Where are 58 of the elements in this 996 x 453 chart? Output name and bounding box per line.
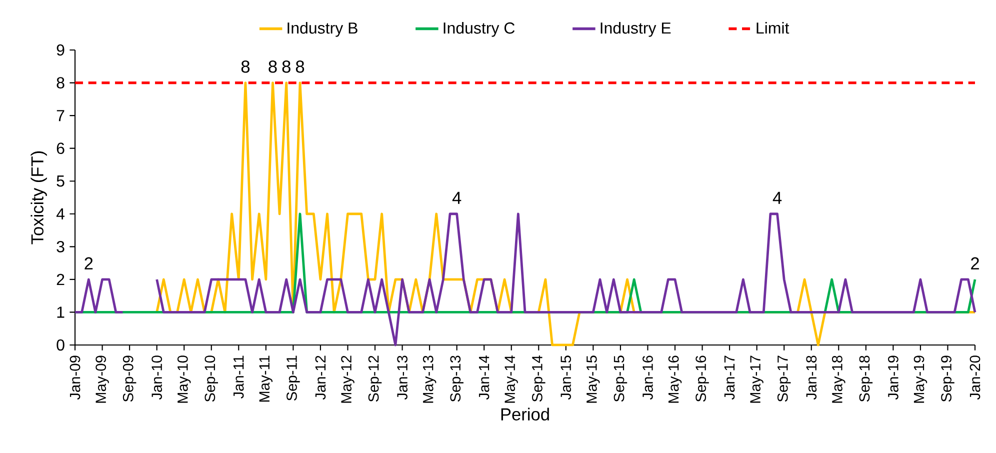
y-tick-label: 9 <box>56 44 64 56</box>
annotation: 8 <box>268 60 277 73</box>
x-tick-label: Sep-13 <box>450 356 464 402</box>
x-tick-label: Sep-15 <box>614 356 628 402</box>
y-tick-label: 5 <box>56 176 64 187</box>
x-tick-label: May-13 <box>422 356 436 403</box>
x-tick-label: May-18 <box>832 356 846 403</box>
x-tick-label: Sep-12 <box>368 356 382 402</box>
x-axis-title: Period <box>501 408 549 420</box>
annotation: 2 <box>84 257 93 270</box>
x-tick-label: May-17 <box>750 356 764 403</box>
x-tick-label: Jan-17 <box>724 356 735 400</box>
legend-label: Limit <box>756 22 790 34</box>
annotation: 4 <box>772 192 782 204</box>
x-tick-label: Jan-11 <box>234 356 244 399</box>
y-axis-title: Toxicity (FT) <box>30 151 47 244</box>
x-tick-label: Sep-16 <box>696 356 709 402</box>
x-tick-label: May-12 <box>341 356 354 403</box>
y-tick-label: 4 <box>56 208 65 220</box>
x-tick-label: Jan-12 <box>315 356 326 400</box>
x-tick-label: Jan-13 <box>397 356 408 400</box>
x-tick-label: Sep-19 <box>941 356 954 402</box>
x-tick-label: May-14 <box>504 355 518 403</box>
x-tick-label: May-16 <box>668 356 682 403</box>
annotation: 8 <box>282 60 290 73</box>
x-tick-label: Sep-14 <box>532 355 546 402</box>
x-tick-label: Jan-10 <box>152 356 162 400</box>
y-tick-label: 6 <box>56 142 64 154</box>
x-tick-label: May-11 <box>259 356 272 402</box>
x-tick-label: Jan-16 <box>642 356 653 400</box>
x-tick-label: Sep-10 <box>204 356 218 402</box>
legend-label: Industry C <box>444 22 515 37</box>
annotation: 2 <box>971 257 979 270</box>
annotation: 4 <box>452 192 462 204</box>
x-tick-label: May-10 <box>177 356 191 403</box>
x-tick-label: Jan-09 <box>70 356 80 400</box>
x-tick-label: Sep-17 <box>777 356 791 402</box>
x-tick-label: Sep-09 <box>122 356 136 402</box>
y-tick-label: 2 <box>56 274 64 286</box>
y-tick-label: 0 <box>56 339 64 351</box>
annotation: 8 <box>296 60 304 73</box>
x-tick-label: May-19 <box>914 356 928 403</box>
x-tick-label: Sep-11 <box>286 356 300 401</box>
x-tick-label: Jan-19 <box>888 356 898 400</box>
y-tick-label: 7 <box>56 110 64 122</box>
x-tick-label: May-09 <box>96 356 109 403</box>
annotation: 8 <box>241 60 250 73</box>
x-tick-label: Jan-15 <box>560 356 572 400</box>
legend-label: Industry B <box>288 22 358 37</box>
x-tick-label: May-15 <box>586 356 600 403</box>
x-tick-label: Jan-18 <box>806 356 817 400</box>
y-tick-label: 3 <box>56 241 64 252</box>
legend-label: Industry E <box>600 22 671 37</box>
x-tick-label: Jan-14 <box>478 355 490 400</box>
x-tick-label: Sep-18 <box>859 356 873 402</box>
y-tick-label: 8 <box>56 77 64 88</box>
y-tick-label: 1 <box>57 306 64 318</box>
x-tick-label: Jan-20 <box>970 356 980 400</box>
